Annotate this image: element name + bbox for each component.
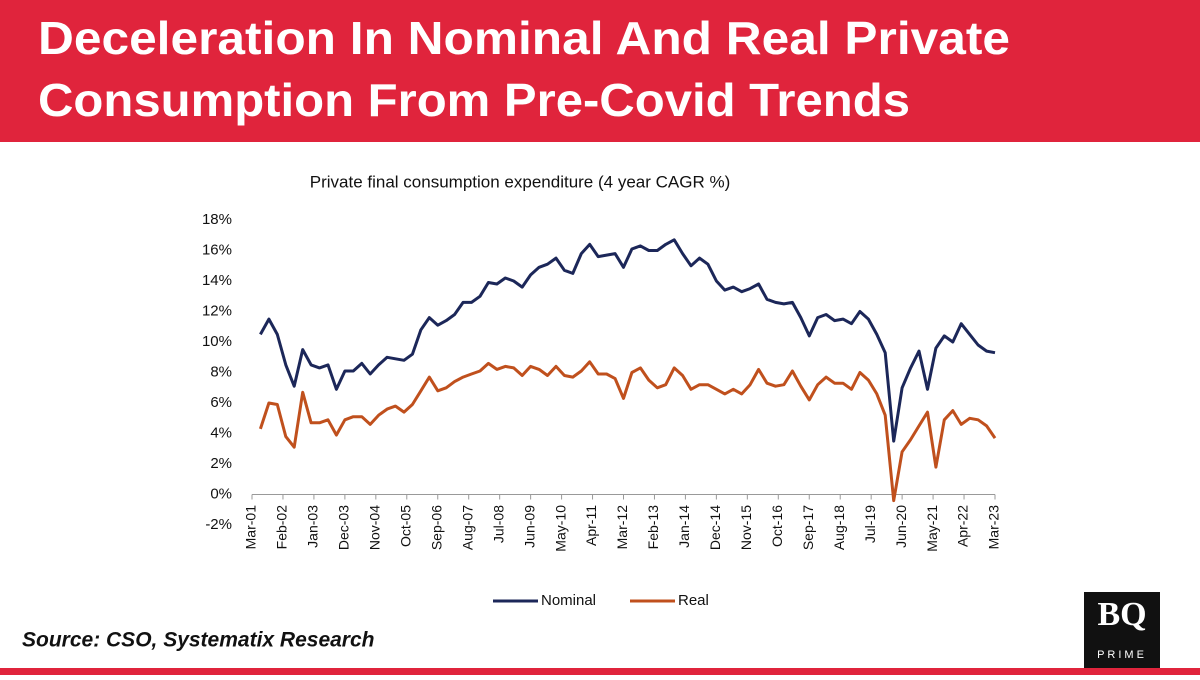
x-tick-label: Sep-17 (800, 505, 816, 550)
y-tick-label: 10% (202, 333, 232, 350)
x-tick-label: Jan-14 (676, 505, 692, 548)
x-tick-label: May-21 (924, 505, 940, 552)
x-tick-label: Dec-14 (707, 505, 723, 550)
x-tick-label: May-10 (552, 505, 568, 552)
logo-sub: PRIME (1097, 649, 1147, 661)
y-tick-label: 12% (202, 302, 232, 319)
y-tick-label: 18% (202, 211, 232, 228)
banner (0, 0, 1200, 142)
headline: Consumption From Pre-Covid Trends (38, 74, 910, 126)
logo (1084, 592, 1160, 668)
y-tick-label: 16% (202, 241, 232, 258)
x-tick-label: Apr-22 (955, 505, 971, 547)
y-tick-label: 14% (202, 272, 232, 289)
x-tick-label: Oct-16 (769, 505, 785, 547)
x-tick-label: Nov-04 (367, 505, 383, 550)
x-tick-label: Apr-11 (583, 505, 599, 546)
x-tick-label: Nov-15 (738, 505, 754, 550)
x-tick-label: Sep-06 (428, 505, 444, 550)
legend-label: Nominal (541, 592, 596, 609)
x-tick-label: Jul-19 (862, 505, 878, 543)
x-tick-label: Jun-20 (893, 505, 909, 548)
headline: Deceleration In Nominal And Real Private (38, 12, 1010, 64)
line-series (259, 238, 996, 443)
legend-label: Real (678, 592, 709, 609)
y-tick-label: 6% (210, 394, 232, 411)
x-tick-label: Mar-01 (243, 505, 259, 550)
line-series (258, 360, 997, 503)
x-tick-label: Aug-18 (831, 505, 847, 550)
y-tick-label: 4% (210, 424, 232, 441)
logo-mark: BQ (1097, 596, 1146, 633)
plot: -2% 0% 2% 4% 6% 8% 10% 12% 14% 16% 18% Mar-01 Feb-02… (202, 211, 1002, 609)
x-tick-label: Oct-05 (397, 505, 413, 547)
y-tick-label: -2% (205, 516, 232, 533)
chart-title: Private final consumption expenditure (4… (310, 172, 730, 191)
x-tick-label: Mar-12 (614, 505, 630, 550)
x-tick-label: Jan-03 (305, 505, 321, 548)
source: Source: CSO, Systematix Research (22, 629, 375, 652)
x-tick-label: Jun-09 (521, 505, 537, 548)
x-tick-label: Feb-13 (645, 505, 661, 550)
y-tick-label: 8% (210, 363, 232, 380)
y-tick-label: 2% (210, 455, 232, 472)
x-tick-label: Jul-08 (490, 505, 506, 543)
x-tick-label: Mar-23 (986, 505, 1002, 550)
x-tick-label: Aug-07 (459, 505, 475, 550)
footer-bar (0, 668, 1200, 675)
y-tick-label: 0% (210, 485, 232, 502)
x-tick-label: Dec-03 (336, 505, 352, 550)
x-tick-label: Feb-02 (274, 505, 290, 550)
